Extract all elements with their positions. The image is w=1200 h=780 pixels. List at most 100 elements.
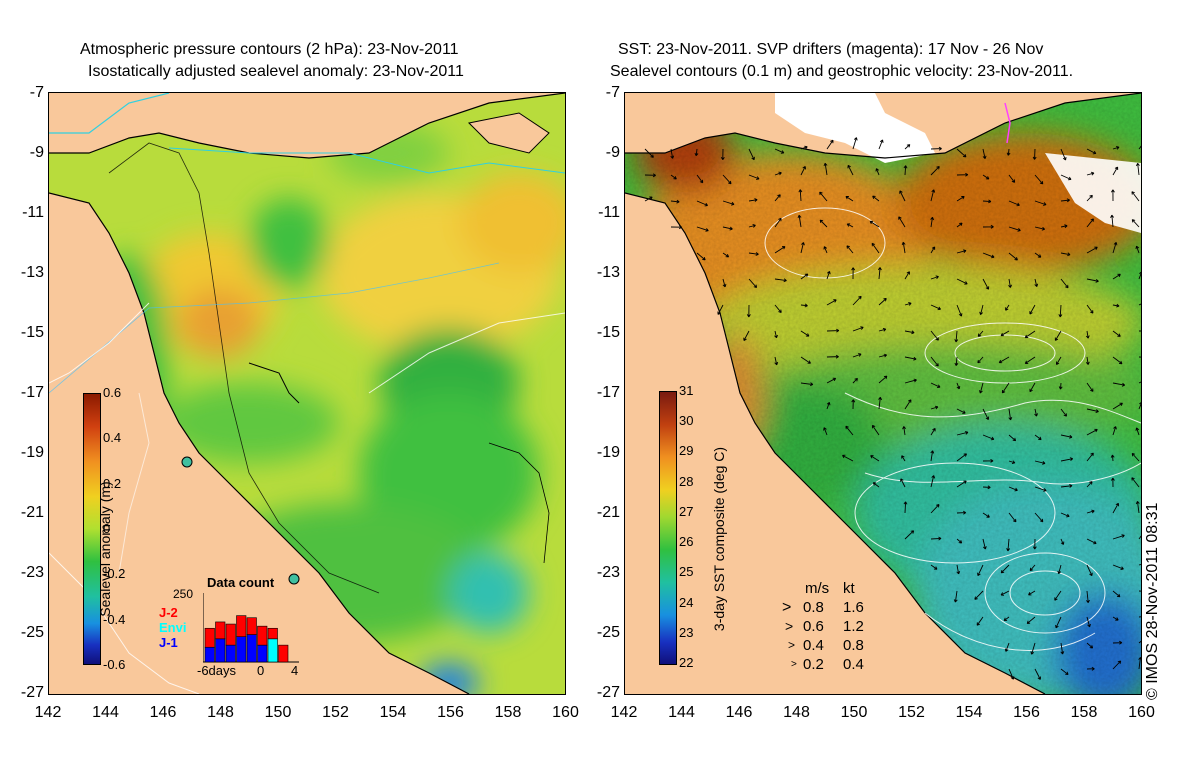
data-count-x-4: 4	[291, 663, 299, 678]
velocity-vector	[670, 199, 680, 204]
legend-item: J-1	[159, 635, 178, 650]
velocity-vector	[956, 304, 963, 317]
velocity-key-row: >0.6 1.2	[779, 617, 919, 636]
velocity-vector	[1086, 171, 1095, 176]
velocity-vector	[1057, 564, 1062, 575]
velocity-vector	[851, 267, 856, 280]
velocity-vector	[826, 401, 831, 410]
velocity-vector	[1112, 426, 1117, 436]
velocity-vector	[823, 427, 828, 436]
velocity-vector	[1138, 616, 1141, 618]
velocity-vector	[798, 189, 803, 202]
velocity-vector	[930, 475, 936, 488]
velocity-vector	[930, 356, 939, 367]
velocity-vector	[956, 278, 968, 285]
latitude-tick: -7	[605, 84, 620, 101]
velocity-vector	[930, 330, 939, 341]
velocity-vector	[1029, 564, 1036, 572]
velocity-vector	[1008, 278, 1012, 288]
velocity-vector	[1034, 408, 1038, 417]
velocity-vector	[1138, 330, 1141, 332]
latitude-tick: -15	[20, 324, 44, 341]
sealevel-colorbar	[83, 393, 101, 665]
velocity-vector	[696, 252, 706, 261]
velocity-arrow-icon: >	[782, 599, 792, 616]
velocity-vector	[1086, 218, 1094, 228]
velocity-vector	[903, 501, 908, 514]
velocity-vector	[903, 165, 908, 176]
velocity-vector	[748, 148, 755, 161]
velocity-vector	[956, 510, 967, 515]
velocity-vector	[1138, 271, 1141, 280]
copyright-stamp: © IMOS 28-Nov-2011 08:31	[1144, 502, 1161, 700]
velocity-vector	[1138, 145, 1141, 150]
velocity-vector	[1060, 538, 1065, 545]
velocity-vector	[1060, 278, 1069, 289]
velocity-vector	[1112, 242, 1118, 254]
sealevel-colorbar-label: Sealevel anomaly (m)	[97, 481, 113, 617]
velocity-vector	[982, 278, 990, 290]
velocity-vector	[800, 273, 809, 280]
velocity-vector	[774, 148, 785, 154]
velocity-vector	[694, 148, 699, 157]
velocity-vector	[722, 278, 727, 288]
velocity-arrow-icon: >	[788, 638, 796, 652]
sst-map: 31 30 29 28 27 26 25 24 23 22 3-day SST composite…	[624, 92, 1142, 695]
velocity-vector	[1060, 484, 1073, 488]
data-count-bar	[236, 636, 247, 663]
data-count-bar	[225, 644, 236, 663]
velocity-vector	[954, 330, 959, 343]
velocity-vector	[670, 174, 677, 180]
data-count-bar	[246, 634, 257, 663]
velocity-key-row: >0.2 0.4	[779, 655, 919, 674]
velocity-vector	[1131, 452, 1140, 462]
velocity-vector	[1112, 166, 1119, 176]
velocity-vector	[1008, 174, 1016, 183]
velocity-vector	[982, 224, 994, 229]
velocity-vector	[1086, 194, 1093, 202]
velocity-vector	[1131, 219, 1140, 228]
latitude-tick: -9	[605, 144, 620, 161]
data-count-bars	[203, 593, 299, 663]
velocity-vector	[774, 246, 786, 254]
velocity-vector	[800, 145, 808, 150]
velocity-vector	[1060, 148, 1067, 161]
velocity-vector	[743, 330, 750, 341]
longitude-tick: 156	[437, 704, 464, 721]
velocity-vector	[878, 353, 888, 358]
velocity-vector	[1138, 640, 1141, 644]
velocity-vector	[1032, 538, 1037, 550]
velocity-vector	[974, 590, 984, 600]
velocity-vector	[956, 382, 961, 390]
velocity-vector	[956, 408, 966, 414]
data-count-bar	[278, 644, 289, 663]
velocity-vector	[1086, 642, 1094, 649]
velocity-vector	[1032, 148, 1037, 160]
velocity-vector	[826, 270, 831, 280]
velocity-vector	[800, 242, 805, 254]
latitude-tick: -23	[596, 564, 620, 581]
velocity-ms: 0.4	[803, 637, 824, 654]
latitude-tick: -17	[596, 384, 620, 401]
velocity-vector	[852, 137, 858, 150]
velocity-vector	[1138, 563, 1141, 566]
velocity-vector	[1086, 452, 1094, 462]
velocity-vector	[898, 216, 906, 228]
velocity-vector	[1034, 512, 1044, 523]
velocity-vector	[904, 144, 911, 150]
sealevel-anomaly-svg	[49, 93, 565, 694]
velocity-vector	[774, 304, 782, 313]
data-count-inset: Data count 250 J-2 Envi J-1 -6days 0 4	[159, 575, 309, 680]
velocity-vector	[1008, 252, 1018, 261]
velocity-vector	[1028, 590, 1036, 596]
colorbar-tick: 0.2	[103, 475, 122, 491]
velocity-vector	[826, 139, 834, 150]
velocity-vector	[1086, 304, 1094, 314]
velocity-vector	[982, 512, 990, 518]
velocity-vector	[1008, 460, 1016, 465]
velocity-vector	[1135, 427, 1140, 436]
velocity-arrow-icon: >	[791, 659, 797, 670]
velocity-vector	[878, 297, 887, 306]
velocity-vector	[871, 424, 880, 436]
velocity-ms: 0.2	[803, 656, 824, 673]
